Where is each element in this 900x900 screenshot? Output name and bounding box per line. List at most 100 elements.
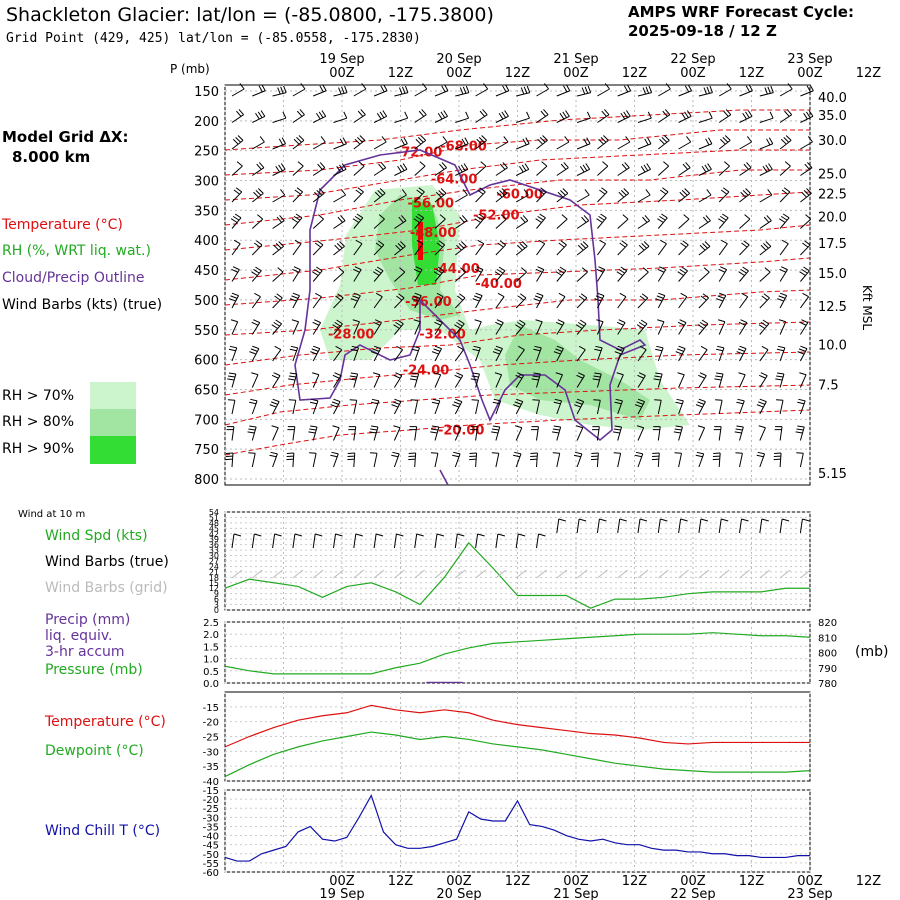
wind-barb-flag <box>379 111 385 118</box>
wind-barb-flag <box>296 137 302 143</box>
wind-barb-flag <box>376 266 384 272</box>
wind-barb <box>637 453 644 468</box>
wind-barb-flag <box>393 425 401 429</box>
wind-barb <box>475 217 485 229</box>
wind-barb-flag <box>293 138 300 145</box>
wind-barb <box>536 426 539 441</box>
wind-barb <box>312 296 322 309</box>
wind-barb-flag <box>398 293 405 299</box>
wind-barb-flag <box>331 451 339 455</box>
wind-barb <box>333 271 345 282</box>
wind-barb-flag <box>682 163 689 170</box>
wind-barb <box>658 88 671 97</box>
wind-barb-flag <box>787 83 793 90</box>
wind-barb <box>678 453 682 468</box>
wind-barb-flag <box>248 428 256 431</box>
wind-barb <box>576 143 591 150</box>
wind-barb-10m <box>292 533 296 549</box>
wind-barb-flag <box>556 345 564 350</box>
wind-barb-flag <box>314 191 320 198</box>
wind-barb-flag <box>413 295 421 299</box>
wind-barb-flag <box>680 292 688 298</box>
wind-barb-flag <box>352 218 360 223</box>
wind-barb <box>596 426 600 441</box>
wind-barb <box>231 139 244 150</box>
wind-barb-grid <box>272 569 283 579</box>
wind-barb <box>312 244 324 256</box>
wind-barb-flag <box>616 271 624 276</box>
wind-barb <box>596 347 603 362</box>
wind-barb-flag <box>720 138 726 145</box>
wind-barb-flag <box>291 319 299 323</box>
wind-barb-flag <box>436 292 444 298</box>
wind-barb-flag <box>376 112 382 120</box>
wind-barb-flag <box>806 85 811 93</box>
wind-barb-10m <box>333 533 336 549</box>
wind-barb-flag <box>444 84 449 92</box>
wind-barb-flag <box>803 190 810 196</box>
wind-barb-flag <box>805 111 811 118</box>
wind-barb <box>495 270 506 282</box>
wind-barb-flag <box>419 161 426 167</box>
wind-barb <box>718 191 730 203</box>
wind-barb-10m-flag <box>375 533 384 537</box>
wind-barb-flag <box>742 112 747 120</box>
wind-barb <box>272 245 284 256</box>
wind-barb-flag <box>715 399 723 401</box>
wind-barb-flag <box>260 110 266 117</box>
kft-tick-label: 20.0 <box>818 210 847 225</box>
wind-barb-flag <box>331 401 339 405</box>
wind-barb-grid <box>454 569 466 579</box>
wind-barb-flag <box>598 266 606 271</box>
wind-barb <box>454 453 461 468</box>
wind-barb-10m-flag <box>518 533 526 537</box>
wind-barb-flag <box>517 244 523 251</box>
wind-barb-flag <box>375 242 382 248</box>
wind-barb-flag <box>438 190 444 196</box>
top-time-tick: 00Z <box>680 66 706 81</box>
wind-barb-flag <box>431 351 439 355</box>
wind-barb-flag <box>778 218 786 223</box>
wind-barb <box>678 192 690 203</box>
wind-barb-flag <box>256 163 262 170</box>
wind-barb-flag <box>289 348 297 352</box>
temperature-isotherm <box>224 321 811 366</box>
wind-barb-flag <box>416 189 423 195</box>
wind-barb-flag <box>620 112 626 120</box>
wind-barb-flag <box>703 87 707 95</box>
wind-barb-flag <box>553 351 561 355</box>
wind-barb-flag <box>661 137 668 143</box>
wind-barb-flag <box>310 351 318 355</box>
wind-barb <box>393 375 403 388</box>
windchill-tick-label: -40 <box>203 832 219 843</box>
wind-barb-flag <box>536 292 544 297</box>
wind-barb-flag <box>686 110 692 117</box>
wind-barb-flag <box>476 215 483 221</box>
wind-barb <box>251 453 256 468</box>
wind-barb-grid <box>698 569 710 579</box>
wind-barb-flag <box>796 452 804 454</box>
wind-barb-flag <box>314 242 322 248</box>
wind-barb-grid <box>475 569 486 579</box>
kft-tick-label: 15.0 <box>818 267 847 282</box>
wind-barb-flag <box>620 266 627 272</box>
wind-barb-flag <box>600 137 607 143</box>
wind-barb <box>495 296 505 309</box>
wind-barb <box>799 453 804 468</box>
temp-tick-label: -15 <box>203 703 219 714</box>
wind-barb <box>678 374 685 388</box>
wind-barb-10m <box>637 518 641 534</box>
wind-barb <box>454 297 466 309</box>
wind-barb <box>617 115 631 123</box>
wind-barb <box>373 296 383 309</box>
wind-barb-flag <box>312 321 320 326</box>
wind-barb <box>231 217 242 229</box>
wind-barb-10m <box>678 518 682 534</box>
wind-barb-flag <box>281 137 287 145</box>
wind-barb-flag <box>249 425 257 428</box>
wind-barb-flag <box>295 213 303 219</box>
wind-barb <box>292 217 303 229</box>
wind-barb-flag <box>479 187 486 193</box>
pressure-tick-label: 300 <box>194 175 219 190</box>
wind-barb-10m-flag <box>619 518 627 522</box>
